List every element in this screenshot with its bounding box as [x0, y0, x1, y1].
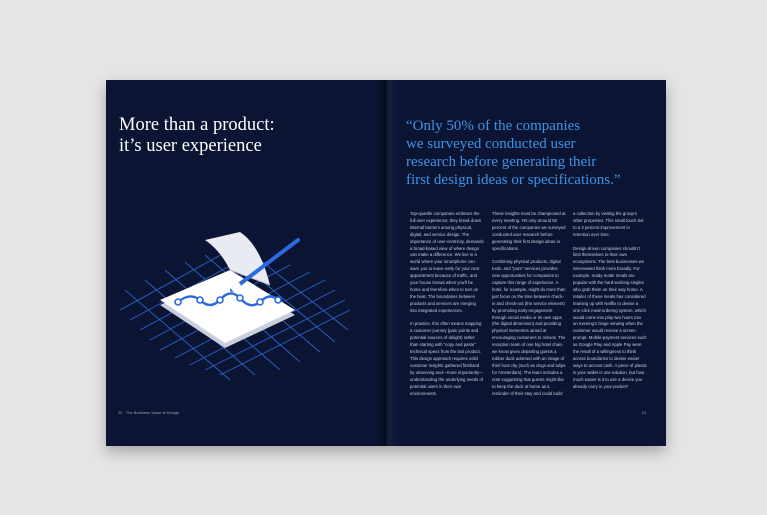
magazine-spread: More than a product: it’s user experienc…: [106, 80, 666, 446]
text-column: a collection by visiting the group’s oth…: [573, 211, 647, 397]
quote-line: we surveyed conducted user: [406, 136, 576, 152]
pen: [230, 238, 300, 292]
page-number: 20: [118, 410, 123, 415]
paragraph: Combining physical products, digital too…: [492, 259, 566, 396]
illustration: [120, 232, 351, 381]
publication-name: The Business Value of Design: [125, 410, 180, 415]
headline-line: More than a product:: [119, 115, 275, 135]
text-column: Top-quartile companies embrace the full …: [410, 211, 484, 404]
journey-points: [174, 294, 282, 306]
paragraph: Top-quartile companies embrace the full …: [410, 211, 484, 313]
headline: More than a product: it’s user experienc…: [119, 115, 339, 157]
text-column: These insights must be championed at eve…: [492, 211, 566, 404]
footer: 20 The Business Value of Design: [118, 410, 179, 415]
quote-line: first design ideas or specifications.”: [406, 172, 621, 188]
pull-quote: “Only 50% of the companies we surveyed c…: [406, 117, 621, 189]
paragraph: In practice, this often means mapping a …: [410, 321, 484, 396]
paragraph: Design-driven companies shouldn’t limit …: [573, 245, 647, 389]
quote-line: “Only 50% of the companies: [406, 118, 581, 134]
paragraph: These insights must be championed at eve…: [492, 211, 566, 251]
headline-line: it’s user experience: [119, 136, 262, 156]
quote-line: research before generating their: [406, 154, 597, 170]
page-number: 21: [642, 410, 647, 415]
paragraph: a collection by visiting the group’s oth…: [573, 211, 644, 237]
gutter-shadow: [374, 80, 398, 446]
